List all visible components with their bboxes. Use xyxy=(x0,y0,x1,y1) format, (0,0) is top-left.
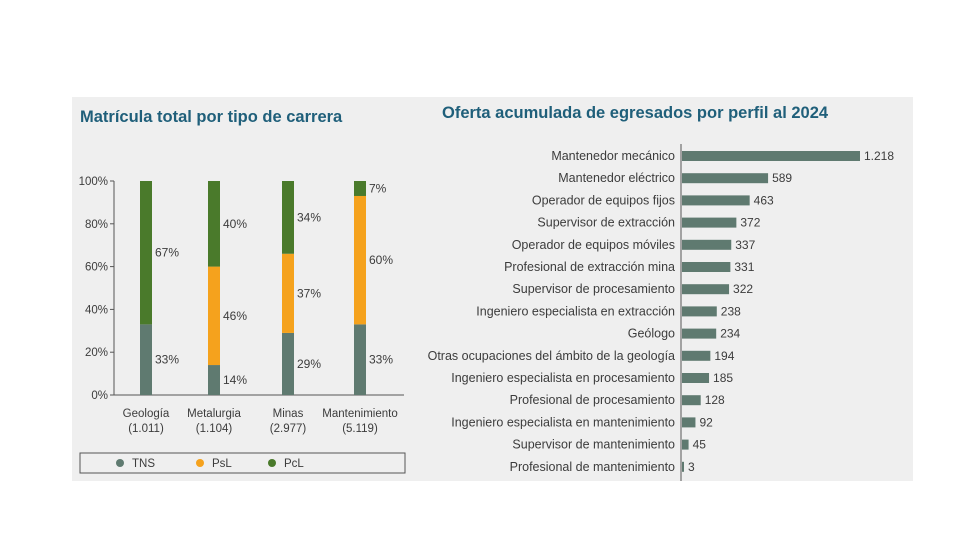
stacked-bar-segment-pcl xyxy=(354,181,366,196)
hbar-value-label: 45 xyxy=(693,438,707,452)
hbar-value-label: 128 xyxy=(705,393,725,407)
hbar-category-label: Profesional de procesamiento xyxy=(510,393,675,407)
hbar xyxy=(682,262,731,272)
hbar xyxy=(682,173,769,184)
left-chart-title: Matrícula total por tipo de carrera xyxy=(80,108,343,126)
hbar xyxy=(682,239,732,250)
hbar xyxy=(682,195,750,206)
left-category-count: (1.104) xyxy=(196,423,233,435)
hbar-category-label: Operador de equipos móviles xyxy=(512,238,675,252)
hbar-value-label: 238 xyxy=(721,304,741,318)
left-category-label: Metalurgia xyxy=(187,408,241,420)
bar-percent-label: 34% xyxy=(297,210,321,224)
hbar xyxy=(682,151,860,161)
bar-percent-label: 33% xyxy=(155,353,179,367)
hbar-category-label: Supervisor de procesamiento xyxy=(512,282,675,296)
hbar-category-label: Profesional de extracción mina xyxy=(504,260,675,274)
hbar xyxy=(682,328,717,339)
left-y-tick-label: 60% xyxy=(85,262,108,274)
hbar-category-label: Mantenedor eléctrico xyxy=(558,171,675,185)
bar-percent-label: 14% xyxy=(223,373,247,387)
stacked-bar-segment-tns xyxy=(208,365,220,395)
hbar-category-label: Supervisor de mantenimiento xyxy=(512,438,675,452)
hbar-value-label: 331 xyxy=(734,260,754,274)
hbar-category-label: Ingeniero especialista en mantenimiento xyxy=(451,415,675,429)
left-category-count: (5.119) xyxy=(342,423,378,435)
hbar-value-label: 234 xyxy=(720,327,740,341)
bar-percent-label: 40% xyxy=(223,217,247,231)
stacked-bar-segment-tns xyxy=(282,332,294,395)
legend-marker-tns xyxy=(116,459,124,467)
hbar-value-label: 1.218 xyxy=(864,149,894,163)
left-y-tick-label: 100% xyxy=(79,176,108,188)
hbar-value-label: 589 xyxy=(772,171,792,185)
stacked-bar-segment-pcl xyxy=(208,181,220,267)
stacked-bar-segment-psl xyxy=(354,195,366,325)
chart-canvas: Matrícula total por tipo de carrera 0% 20%… xyxy=(79,104,894,481)
hbar xyxy=(682,306,717,317)
hbar-value-label: 337 xyxy=(735,238,755,252)
stacked-bar-segment-pcl xyxy=(140,181,152,325)
left-y-tick-label: 80% xyxy=(85,219,108,231)
stacked-bar-segment-psl xyxy=(208,266,220,366)
bar-percent-label: 29% xyxy=(297,357,321,371)
hbar xyxy=(682,395,701,406)
left-y-tick-label: 0% xyxy=(91,390,108,402)
stacked-bar-segment-psl xyxy=(282,253,294,333)
hbar-value-label: 322 xyxy=(733,282,753,296)
left-category-count: (2.977) xyxy=(270,423,307,435)
stacked-bar-segment-tns xyxy=(354,324,366,395)
left-category-label: Geología xyxy=(123,408,170,420)
stacked-bar-segment-pcl xyxy=(282,181,294,254)
hbar-value-label: 194 xyxy=(714,349,734,363)
hbar xyxy=(682,417,696,428)
hbar-value-label: 372 xyxy=(740,216,760,230)
left-category-count: (1.011) xyxy=(128,423,164,435)
chart-panel: Matrícula total por tipo de carrera 0% 20%… xyxy=(72,97,913,481)
legend-box xyxy=(79,452,406,474)
hbar xyxy=(682,373,710,383)
hbar xyxy=(682,439,689,450)
legend-label-tns: TNS xyxy=(132,458,155,470)
hbar-value-label: 92 xyxy=(699,415,713,429)
left-y-tick-label: 20% xyxy=(85,347,108,359)
bar-percent-label: 60% xyxy=(369,253,393,267)
hbar-category-label: Ingeniero especialista en extracción xyxy=(476,304,675,318)
bar-percent-label: 37% xyxy=(297,286,321,300)
hbar-category-label: Operador de equipos fijos xyxy=(532,193,675,207)
bar-percent-label: 67% xyxy=(155,246,179,260)
stacked-bar-segment-tns xyxy=(140,324,152,395)
left-category-label: Mantenimiento xyxy=(322,408,397,420)
hbar xyxy=(682,284,730,295)
hbar-value-label: 463 xyxy=(754,193,774,207)
left-y-tick-label: 40% xyxy=(85,304,108,316)
hbar-category-label: Ingeniero especialista en procesamiento xyxy=(451,371,675,385)
hbar xyxy=(682,461,684,472)
bar-percent-label: 46% xyxy=(223,309,247,323)
bar-percent-label: 7% xyxy=(369,181,387,195)
hbar-value-label: 3 xyxy=(688,460,695,474)
hbar xyxy=(682,217,737,228)
legend-marker-psl xyxy=(196,459,204,467)
hbar-category-label: Supervisor de extracción xyxy=(537,216,675,230)
hbar-category-label: Mantenedor mecánico xyxy=(551,149,675,163)
hbar-category-label: Profesional de mantenimiento xyxy=(510,460,675,474)
left-category-label: Minas xyxy=(273,408,304,420)
hbar-category-label: Otras ocupaciones del ámbito de la geolo… xyxy=(428,349,675,363)
bar-percent-label: 33% xyxy=(369,353,393,367)
hbar-category-label: Geólogo xyxy=(628,327,675,341)
right-chart-title: Oferta acumulada de egresados por perfil… xyxy=(442,104,829,122)
hbar-value-label: 185 xyxy=(713,371,733,385)
legend-label-pcl: PcL xyxy=(284,458,304,470)
legend-marker-pcl xyxy=(268,459,276,467)
legend-label-psl: PsL xyxy=(212,458,232,470)
hbar xyxy=(682,350,711,361)
